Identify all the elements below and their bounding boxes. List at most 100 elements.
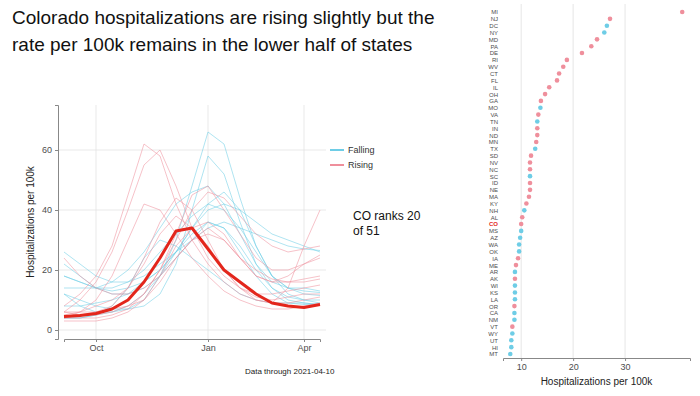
- grid: [58, 105, 326, 339]
- tick-label: MS: [489, 228, 498, 234]
- tick-label: 0: [47, 325, 52, 335]
- y-tick: MS: [489, 228, 501, 234]
- dot: [580, 51, 585, 56]
- tick-mark: [573, 358, 574, 361]
- series-line: [64, 156, 320, 309]
- y-tick: ME: [489, 263, 501, 269]
- tick-label: FL: [491, 78, 499, 84]
- y-tick: MI: [491, 9, 501, 15]
- dot: [528, 160, 533, 165]
- dot: [512, 318, 517, 323]
- y-tick: WV: [488, 64, 501, 70]
- tick-label: OH: [489, 92, 498, 98]
- tick-label: KS: [490, 290, 498, 296]
- y-tick: 60: [42, 145, 58, 155]
- dot: [535, 133, 540, 138]
- dot: [517, 242, 522, 247]
- dot: [539, 99, 544, 104]
- y-tick: 0: [47, 325, 58, 335]
- y-tick: CA: [490, 310, 501, 316]
- y-tick: ID: [492, 180, 501, 186]
- highlight-line: [64, 228, 320, 317]
- y-tick: IL: [493, 85, 501, 91]
- dot-chart: 102030Hospitalizations per 100kMINJDCNYM…: [488, 4, 690, 387]
- grid-line: [304, 105, 305, 339]
- tick-label: OK: [489, 249, 498, 255]
- dot: [522, 208, 527, 213]
- dot: [589, 44, 594, 49]
- tick-label: TN: [490, 119, 498, 125]
- grid-line: [521, 4, 522, 358]
- y-tick: 20: [42, 265, 58, 275]
- tick-label: MD: [489, 37, 499, 43]
- tick-label: HI: [492, 345, 498, 351]
- dot: [529, 153, 534, 158]
- y-tick: RI: [492, 57, 501, 63]
- tick-label: MN: [489, 139, 498, 145]
- dot: [561, 64, 566, 69]
- x-tick: 10: [517, 358, 527, 372]
- dot: [516, 256, 521, 261]
- tick-label: IN: [492, 126, 498, 132]
- dot: [528, 167, 533, 172]
- tick-label: DC: [489, 23, 498, 29]
- tick-label: CT: [490, 71, 498, 77]
- dot: [680, 10, 685, 15]
- tick-label: Jan: [201, 343, 216, 353]
- tick-mark: [625, 358, 626, 361]
- dot: [513, 276, 518, 281]
- dot: [513, 290, 518, 295]
- y-tick: TX: [490, 146, 501, 152]
- y-tick: NJ: [491, 16, 501, 22]
- tick-label: IA: [492, 256, 498, 262]
- tick-label: AK: [490, 276, 498, 282]
- tick-label: SC: [490, 174, 499, 180]
- tick-label: ND: [489, 133, 498, 139]
- y-tick: CT: [490, 71, 501, 77]
- grid-line: [96, 105, 97, 339]
- tick-label: MO: [488, 105, 498, 111]
- dot: [528, 174, 533, 179]
- y-tick: KY: [490, 201, 501, 207]
- y-tick: WI: [491, 283, 501, 289]
- dot: [534, 140, 539, 145]
- dot: [608, 17, 613, 22]
- series-line: [64, 204, 320, 293]
- tick-label: 60: [42, 145, 52, 155]
- dot: [565, 58, 570, 63]
- dot: [535, 126, 540, 131]
- tick-label: CO: [489, 221, 498, 227]
- tick-mark: [55, 210, 58, 211]
- y-axis-title: Hospitalizations per 100k: [25, 165, 36, 278]
- tick-label: IL: [493, 85, 499, 91]
- tick-label: ID: [492, 180, 499, 186]
- y-tick: LA: [491, 297, 501, 303]
- dot: [512, 304, 517, 309]
- tick-label: TX: [490, 146, 498, 152]
- tick-mark: [55, 150, 58, 151]
- text-line: Colorado hospitalizations are rising sli…: [12, 7, 434, 28]
- dot: [518, 235, 523, 240]
- tick-label: WI: [491, 283, 499, 289]
- annotation: CO ranks 20of 51: [353, 209, 421, 238]
- line-chart: 0204060OctJanAprHospitalizations per 100…: [25, 105, 335, 376]
- y-tick: DC: [489, 23, 501, 29]
- tick-label: NH: [489, 208, 498, 214]
- tick-label: 40: [42, 205, 52, 215]
- y-tick: FL: [491, 78, 501, 84]
- tick-label: PA: [490, 44, 498, 50]
- tick-label: 20: [42, 265, 52, 275]
- y-tick: NY: [490, 30, 501, 36]
- tick-label: CA: [490, 310, 498, 316]
- axis-line: [55, 106, 59, 340]
- y-tick: MO: [488, 105, 501, 111]
- x-tick: Jan: [201, 339, 216, 353]
- series-line: [64, 150, 320, 312]
- series-line: [64, 234, 320, 312]
- dot: [555, 78, 560, 83]
- dot: [527, 194, 532, 199]
- tick-label: AZ: [490, 235, 498, 241]
- tick-label: 10: [517, 362, 527, 372]
- tick-label: VA: [490, 112, 498, 118]
- dot: [510, 324, 515, 329]
